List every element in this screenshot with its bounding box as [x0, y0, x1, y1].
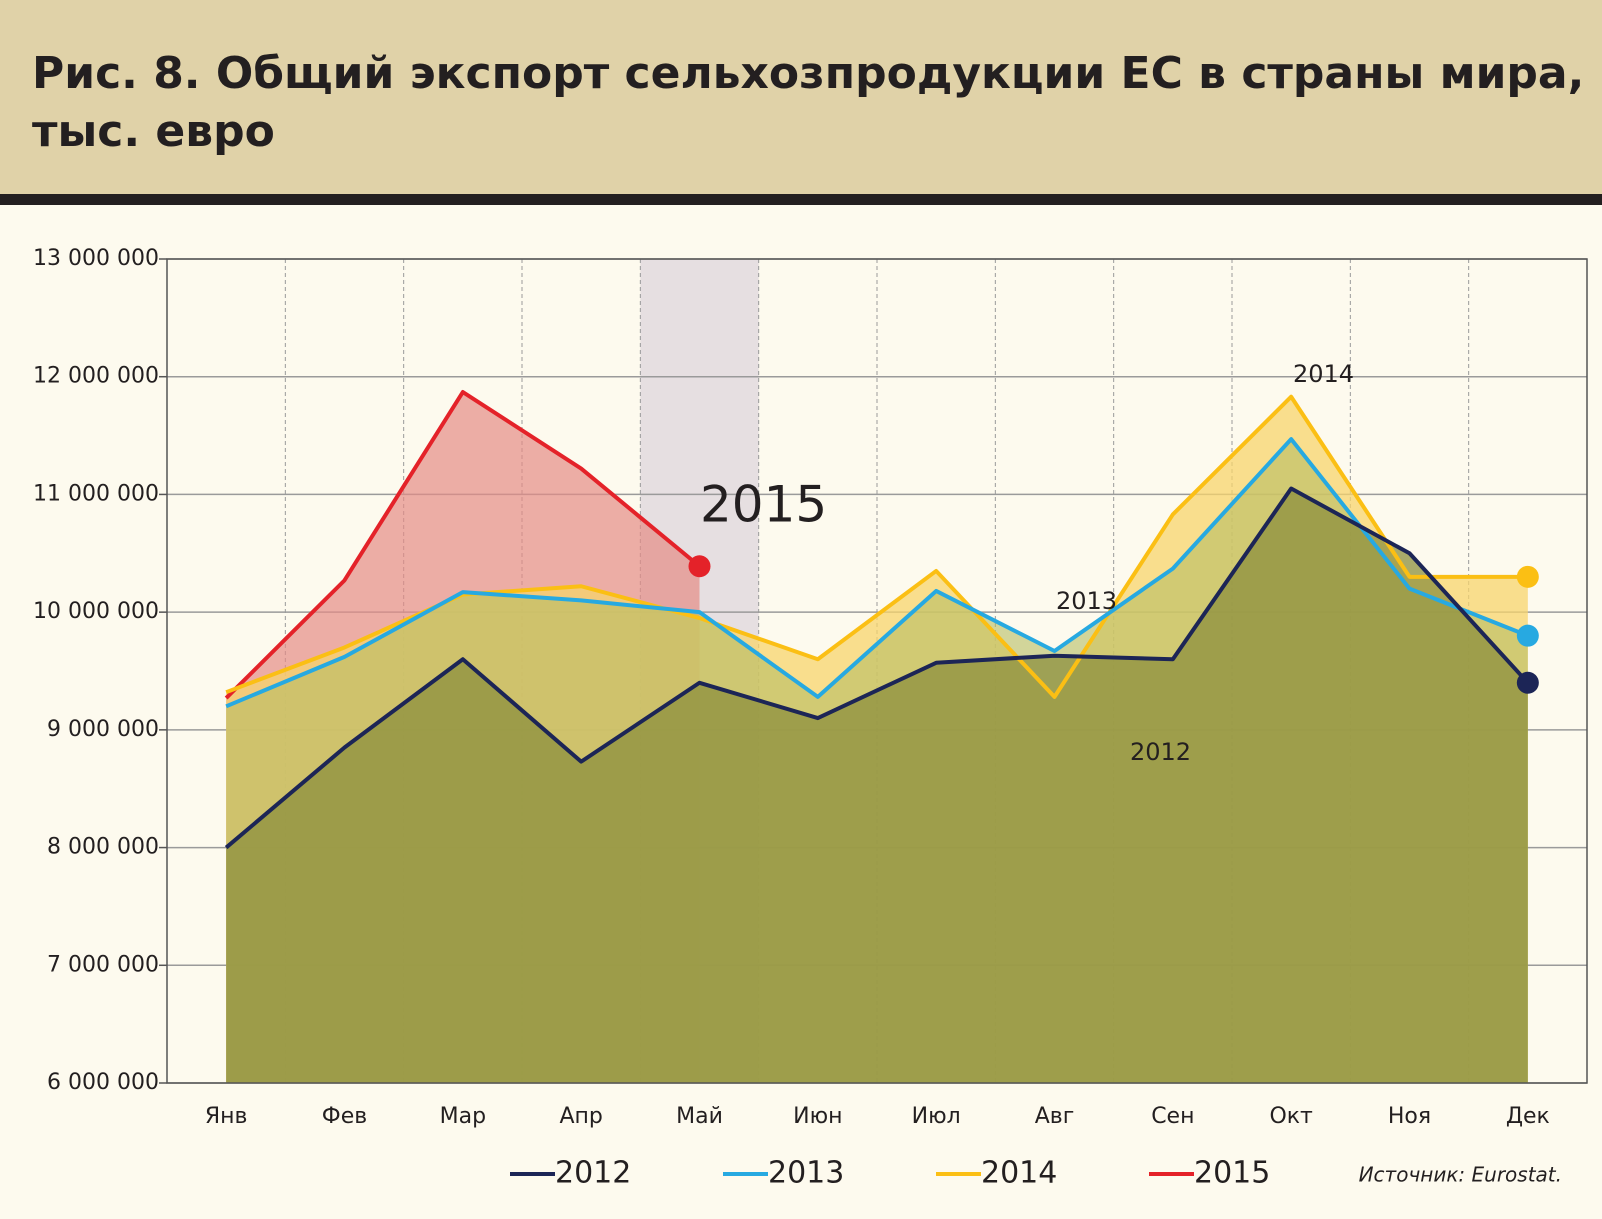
- series-line: [224, 486, 1530, 850]
- x-tick-label: Сен: [1151, 1104, 1194, 1129]
- x-tick-label: Май: [676, 1104, 723, 1129]
- y-tick-label: 10 000 000: [33, 599, 159, 624]
- legend-label: 2012: [555, 1156, 631, 1191]
- legend-label: 2014: [981, 1156, 1057, 1191]
- end-marker: [1516, 565, 1539, 588]
- header-band: [0, 0, 1602, 194]
- series-line: [224, 390, 701, 700]
- y-tick-label: 7 000 000: [47, 952, 159, 977]
- header-rule: [0, 194, 1602, 205]
- y-tick-label: 11 000 000: [33, 481, 159, 506]
- legend-label: 2015: [1194, 1156, 1270, 1191]
- x-tick-label: Апр: [559, 1104, 602, 1129]
- x-tick-label: Июл: [912, 1104, 961, 1129]
- chart-title: Рис. 8. Общий экспорт сельхозпродукции Е…: [32, 48, 1584, 157]
- x-tick-label: Ноя: [1388, 1104, 1431, 1129]
- annotation: 2013: [1056, 587, 1117, 615]
- y-tick-label: 13 000 000: [33, 246, 159, 271]
- end-marker: [1516, 671, 1539, 694]
- x-tick-label: Дек: [1506, 1104, 1550, 1129]
- legend-label: 2013: [768, 1156, 844, 1191]
- y-tick-label: 6 000 000: [47, 1070, 159, 1095]
- plot-border: [166, 258, 1588, 1084]
- source-note: Источник: Eurostat.: [1359, 1163, 1562, 1187]
- x-tick-label: Авг: [1035, 1104, 1075, 1129]
- end-marker: [1516, 624, 1539, 647]
- series-area: [226, 488, 1528, 1083]
- y-tick-label: 8 000 000: [47, 835, 159, 860]
- y-tick-label: 9 000 000: [47, 717, 159, 742]
- x-tick-label: Окт: [1269, 1104, 1313, 1129]
- annotation: 2014: [1293, 360, 1354, 388]
- annotation: 2012: [1130, 738, 1191, 766]
- end-marker: [688, 555, 711, 578]
- x-tick-label: Мар: [440, 1104, 486, 1129]
- x-tick-label: Янв: [205, 1104, 248, 1129]
- y-tick-label: 12 000 000: [33, 364, 159, 389]
- series-line: [225, 437, 1529, 709]
- annotation: 2015: [700, 476, 827, 534]
- x-tick-label: Фев: [322, 1104, 367, 1129]
- x-tick-label: Июн: [793, 1104, 842, 1129]
